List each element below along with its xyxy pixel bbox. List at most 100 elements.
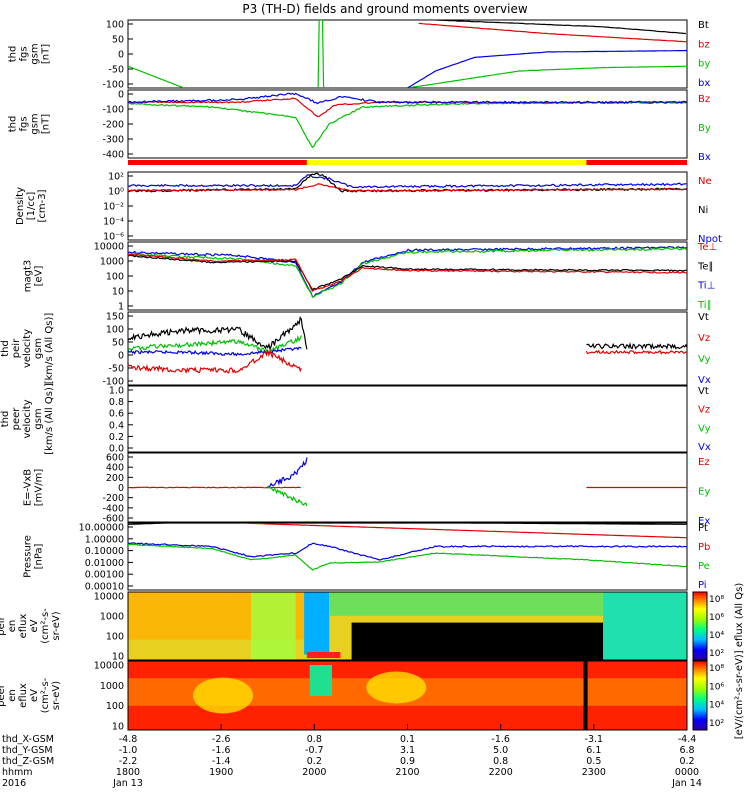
series-group: [128, 172, 687, 193]
panel-pressure: Pressure[nPa] 10.000001.000000.100000.010…: [23, 522, 710, 593]
series-Ez: [128, 486, 301, 489]
legend-entry: Pi: [698, 580, 707, 591]
y-tick-label: 0.10000: [85, 546, 124, 557]
y-tick-label: 1.0: [109, 386, 124, 397]
series-By: [128, 101, 687, 149]
panel-frame: [127, 311, 688, 386]
y-tick-label: 600: [106, 453, 124, 464]
ylabel-line: peir: [11, 338, 22, 358]
x-tick-label: -4.8: [119, 734, 138, 745]
y-tick-label: 10000: [94, 242, 124, 253]
ylabel-line: thd: [8, 46, 19, 63]
spectrogram: [128, 661, 687, 730]
panel-ylabel: thdfgsgsm[nT]: [8, 43, 52, 64]
ylabel-line: eflux: [18, 683, 29, 708]
region-bar: [586, 160, 687, 165]
legend-entry: Te⊥: [697, 242, 717, 253]
y-tick-label: 1000: [100, 681, 124, 692]
legend-entry: Vx: [698, 375, 711, 386]
panel-ylabel: E=-VxB[mV/m]: [23, 469, 45, 507]
ylabel-line: [nT]: [41, 44, 52, 64]
ylabel-line: sr-eV): [51, 611, 62, 640]
ylabel-line: thd: [8, 116, 19, 133]
series-Npot: [128, 174, 687, 189]
y-tick-label: 50: [112, 338, 124, 349]
spec-band: [366, 671, 427, 704]
panel-ylabel: magt3[eV]: [23, 260, 45, 293]
series-by: [407, 65, 687, 88]
ylabel-line: thd: [0, 340, 11, 357]
series-by: [128, 65, 185, 88]
panel-peer_spec: thdpeerenefluxeV(cm²-s-sr-eV) 10000 1000 10…: [0, 660, 724, 733]
x-tick-label: -1.0: [119, 745, 138, 756]
x-tick-label: 0.2: [679, 756, 694, 767]
legend-entry: bz: [698, 39, 710, 50]
spec-band: [583, 661, 588, 730]
y-tick-label: 0.4: [109, 420, 124, 431]
ylabel-line: [nT]: [41, 114, 52, 134]
ylabel-line: Pressure: [23, 535, 34, 578]
ylabel-line: peer: [11, 407, 22, 431]
y-tick-label: 0.01000: [85, 558, 124, 569]
panel-vpeir: thdpeirvelocitygsm[km/s (All Qs)] 150 100 5…: [0, 311, 711, 388]
ylabel-line: thd: [0, 411, 11, 428]
legend-entry: Vz: [698, 405, 710, 416]
y-tick-label: -200: [102, 120, 124, 131]
panel-ylabel: thdpeerenefluxeV(cm²-s-sr-eV): [0, 677, 62, 713]
series-by: [317, 20, 325, 88]
y-tick-label: 10²: [108, 172, 124, 183]
x-row-label: thd_X-GSM: [2, 734, 54, 745]
spec-band: [351, 622, 604, 660]
ylabel-line: (cm²-s-: [40, 608, 51, 644]
ylabel-line: velocity: [22, 329, 33, 368]
ylabel-line: eflux: [18, 614, 29, 639]
colorbar-tick-label: 10⁸: [709, 664, 724, 674]
y-tick-label: 10⁻²: [103, 202, 124, 213]
series-Pt: [128, 523, 687, 525]
panel-ylabel: Pressure[nPa]: [23, 535, 45, 578]
x-tick-label: -1.6: [212, 745, 231, 756]
x-tick-label: Jan 14: [671, 778, 702, 789]
y-tick-label: 10: [112, 722, 124, 733]
series-group: [128, 457, 687, 507]
ylabel-line: en: [7, 689, 18, 702]
panel-ylabel: thdpeervelocitygsm[km/s (All Qs)]: [0, 383, 55, 455]
panel-fgs: thdfgsgsm[nT] 100 50 0 -50 -100 Bt bz by bx: [8, 19, 710, 91]
series-Vz: [585, 349, 687, 355]
y-tick-label: -200: [102, 493, 124, 504]
y-tick-label: 0.0: [109, 444, 124, 455]
legend-entry: Bx: [698, 152, 711, 163]
y-tick-label: -600: [102, 514, 124, 525]
y-tick-label: 0.2: [109, 432, 124, 443]
y-tick-label: 100: [106, 20, 124, 31]
y-tick-label: 100: [106, 325, 124, 336]
panel-ylabel: thdfgsgsm[nT]: [8, 113, 52, 134]
ylabel-line: [1/cc]: [26, 192, 37, 221]
y-tick-label: 150: [106, 312, 124, 323]
series-Ey: [267, 486, 308, 507]
y-tick-label: 0: [118, 351, 124, 362]
x-tick-label: 1900: [209, 767, 233, 778]
x-tick-label: 2300: [582, 767, 606, 778]
series-Tep: [128, 253, 687, 292]
panel-fgs2: thdfgsgsm[nT] 0 -100 -200 -300 -400 Bz By Bx: [8, 89, 711, 163]
x-tick-label: 0.9: [400, 756, 415, 767]
x-tick-label: Jan 13: [112, 778, 143, 789]
series-Ti: [128, 245, 687, 298]
region-bar: [128, 160, 307, 165]
ylabel-line: [km/s (All Qs)]: [44, 313, 55, 385]
series-Ne: [128, 183, 687, 193]
x-tick-label: 0.2: [307, 756, 322, 767]
x-tick-label: 0.1: [400, 734, 415, 745]
y-tick-label: 200: [106, 473, 124, 484]
y-tick-label: 10: [112, 652, 124, 663]
x-tick-label: 2000: [302, 767, 326, 778]
ylabel-line: [nPa]: [34, 543, 45, 569]
ylabel-line: velocity: [22, 399, 33, 438]
y-tick-label: 400: [106, 463, 124, 474]
colorbar-tick-label: 10⁴: [709, 701, 724, 711]
x-row-label: 2016: [2, 778, 26, 789]
legend-entry: Ez: [698, 457, 710, 468]
x-tick-label: 3.1: [400, 745, 415, 756]
